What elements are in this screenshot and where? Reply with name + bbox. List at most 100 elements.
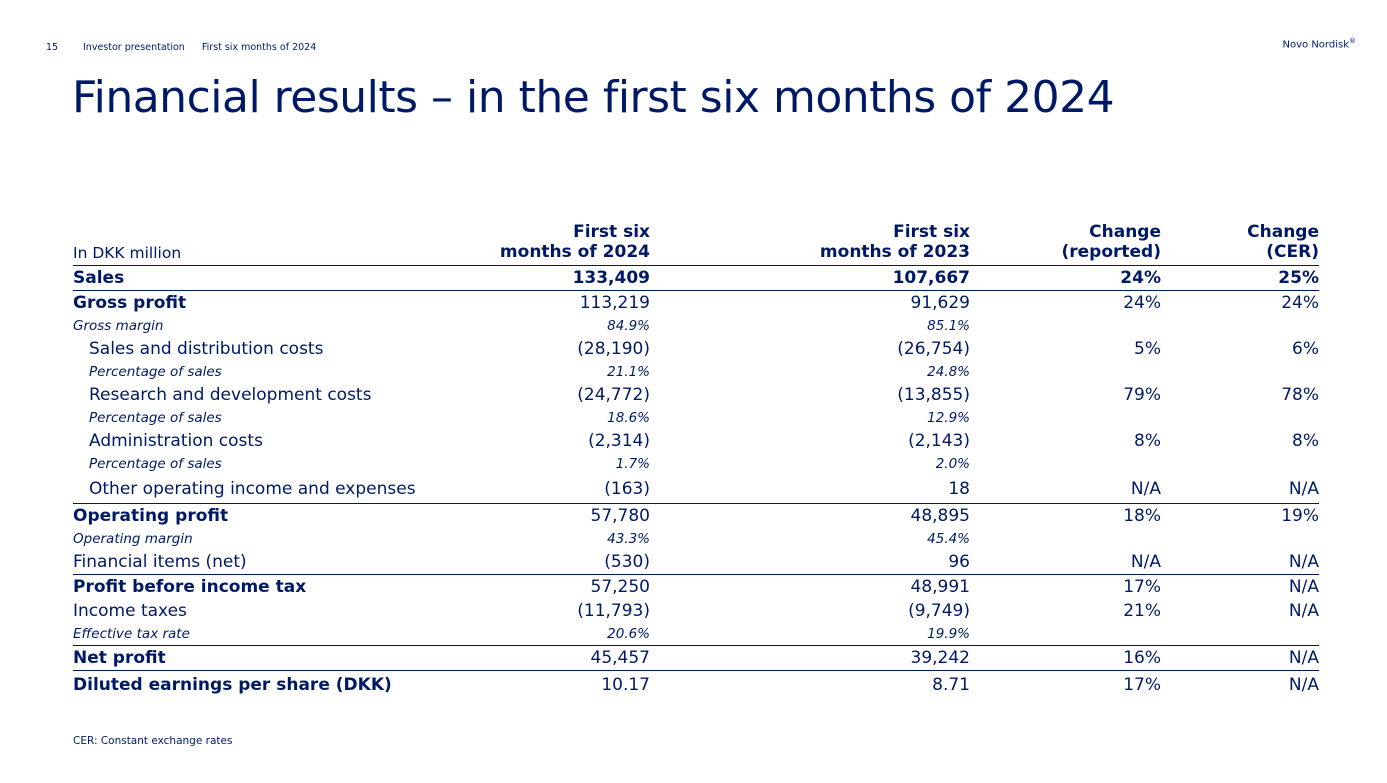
change-reported: 8%: [1134, 430, 1161, 451]
value-2024: 133,409: [572, 267, 650, 288]
registered-mark: ®: [1349, 37, 1356, 45]
change-reported: 79%: [1123, 384, 1161, 405]
value-2023: 12.9%: [927, 409, 970, 426]
value-2024: (11,793): [577, 600, 650, 621]
table-row: Diluted earnings per share (DKK) 10.17 8…: [73, 669, 1319, 699]
change-cer: N/A: [1161, 669, 1319, 699]
change-cer: [1161, 315, 1319, 337]
value-2024: 18.6%: [607, 409, 650, 426]
breadcrumb-period: First six months of 2024: [201, 42, 317, 53]
row-label: Diluted earnings per share (DKK): [73, 669, 493, 699]
row-label: Operating profit: [73, 502, 493, 528]
change-cer: N/A: [1161, 644, 1319, 671]
change-cer: [1161, 407, 1319, 429]
value-2024: 57,250: [493, 573, 650, 599]
value-2023: 107,667: [892, 267, 970, 288]
change-reported: [970, 623, 1161, 646]
value-2023: 19.9%: [927, 625, 970, 642]
change-reported: 16%: [970, 644, 1161, 671]
change-reported: 24%: [1120, 267, 1161, 288]
value-2023: (2,143): [908, 430, 970, 451]
change-reported: 5%: [1134, 338, 1161, 359]
table-row: Operating profit 57,780 48,895 18% 19%: [73, 502, 1319, 528]
value-2024: (530): [604, 551, 650, 572]
value-2023: 2.0%: [935, 455, 970, 472]
change-reported: 17%: [970, 669, 1161, 699]
change-cer: 24%: [1161, 289, 1319, 315]
table-row: Income taxes (11,793) (9,749) 21% N/A: [73, 599, 1319, 623]
change-cer: 6%: [1292, 338, 1319, 359]
page-title: Financial results – in the first six mon…: [72, 72, 1115, 123]
table-row: Percentage of sales 21.1% 24.8%: [73, 361, 1319, 383]
footnote: CER: Constant exchange rates: [73, 735, 233, 747]
change-cer: N/A: [1161, 573, 1319, 599]
table-row: Profit before income tax 57,250 48,991 1…: [73, 573, 1319, 599]
page-number: 15: [46, 42, 59, 53]
value-2024: (2,314): [588, 430, 650, 451]
row-label: Sales: [73, 267, 125, 288]
table-row: Research and development costs (24,772) …: [73, 383, 1319, 407]
value-2024: 20.6%: [607, 625, 650, 642]
change-cer: 19%: [1161, 502, 1319, 528]
header-change-reported: Change (reported): [1061, 222, 1161, 263]
row-label: Sales and distribution costs: [89, 338, 324, 359]
value-2024: 43.3%: [607, 530, 650, 547]
value-2023: 85.1%: [927, 317, 970, 334]
value-2024: (24,772): [577, 384, 650, 405]
value-2023: 91,629: [650, 289, 970, 315]
change-cer: N/A: [1288, 478, 1319, 499]
change-cer: 25%: [1278, 267, 1319, 288]
change-reported: 17%: [970, 573, 1161, 599]
row-label: Percentage of sales: [89, 409, 222, 426]
row-label: Income taxes: [73, 600, 187, 621]
change-cer: 8%: [1292, 430, 1319, 451]
value-2024: 10.17: [493, 669, 650, 699]
row-label: Financial items (net): [73, 551, 247, 572]
table-row: Financial items (net) (530) 96 N/A N/A: [73, 550, 1319, 575]
change-cer: [1161, 453, 1319, 475]
row-label: Administration costs: [89, 430, 263, 451]
value-2023: 24.8%: [927, 363, 970, 380]
row-label: Profit before income tax: [73, 573, 493, 599]
value-2023: 18: [948, 478, 970, 499]
value-2024: (28,190): [577, 338, 650, 359]
change-reported: N/A: [1130, 551, 1161, 572]
value-2024: 113,219: [493, 289, 650, 315]
table-header-row: In DKK million First six months of 2024 F…: [73, 222, 1319, 266]
change-reported: [970, 361, 1161, 383]
breadcrumb-presentation: Investor presentation: [83, 42, 185, 53]
value-2023: (9,749): [908, 600, 970, 621]
table-row: Percentage of sales 1.7% 2.0%: [73, 453, 1319, 475]
value-2024: 1.7%: [615, 455, 650, 472]
table-row: Gross profit 113,219 91,629 24% 24%: [73, 289, 1319, 315]
slide-header: 15 Investor presentation First six month…: [46, 42, 316, 53]
row-label: Percentage of sales: [89, 455, 222, 472]
change-reported: 24%: [970, 289, 1161, 315]
change-reported: 18%: [970, 502, 1161, 528]
change-reported: [970, 315, 1161, 337]
header-h1-2024: First six months of 2024: [499, 222, 650, 263]
value-2023: 45.4%: [927, 530, 970, 547]
table-row: Sales 133,409 107,667 24% 25%: [73, 265, 1319, 290]
unit-label: In DKK million: [73, 244, 182, 263]
change-cer: [1161, 361, 1319, 383]
change-reported: N/A: [1130, 478, 1161, 499]
value-2024: 45,457: [493, 644, 650, 671]
row-label: Other operating income and expenses: [89, 478, 416, 499]
table-row: Administration costs (2,314) (2,143) 8% …: [73, 429, 1319, 453]
value-2023: 48,991: [650, 573, 970, 599]
brand-name: Novo Nordisk®: [1282, 37, 1356, 51]
change-reported: [970, 528, 1161, 550]
change-reported: [970, 453, 1161, 475]
table-row: Percentage of sales 18.6% 12.9%: [73, 407, 1319, 429]
table-row: Sales and distribution costs (28,190) (2…: [73, 337, 1319, 361]
value-2023: 8.71: [650, 669, 970, 699]
table-row: Net profit 45,457 39,242 16% N/A: [73, 644, 1319, 671]
value-2024: 84.9%: [607, 317, 650, 334]
value-2024: 57,780: [493, 502, 650, 528]
change-cer: N/A: [1288, 551, 1319, 572]
change-cer: 78%: [1281, 384, 1319, 405]
header-change-cer: Change (CER): [1247, 222, 1319, 263]
value-2023: 96: [948, 551, 970, 572]
value-2023: 39,242: [650, 644, 970, 671]
